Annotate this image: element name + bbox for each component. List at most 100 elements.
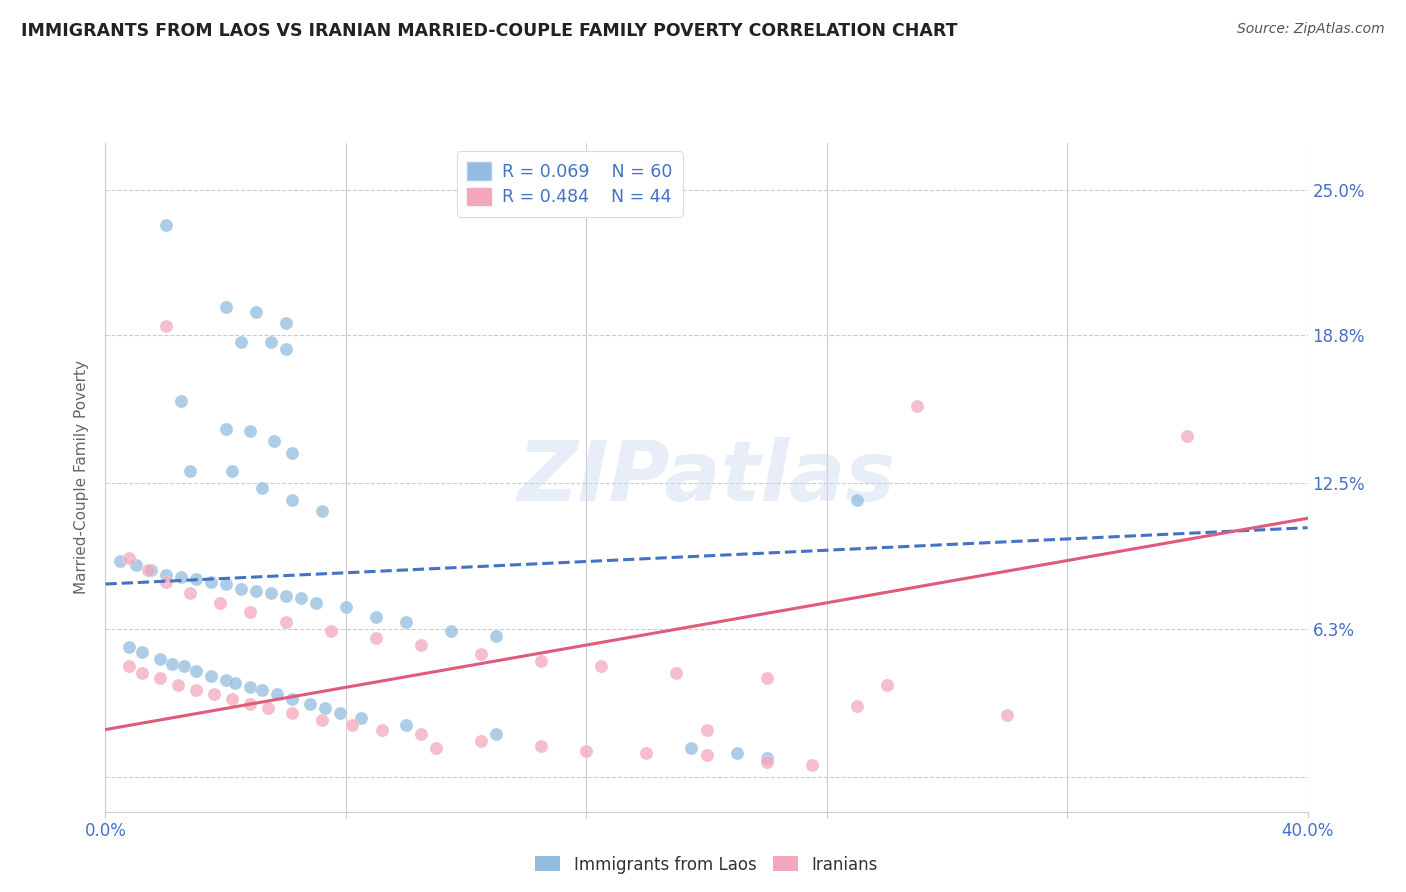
Point: [239, 697, 262, 711]
Point: [148, 652, 170, 666]
Point: [118, 659, 141, 673]
Point: [755, 756, 778, 770]
Point: [184, 682, 207, 697]
Point: [239, 425, 262, 439]
Point: [245, 304, 267, 318]
Point: [350, 711, 373, 725]
Point: [214, 577, 236, 591]
Point: [208, 596, 231, 610]
Point: [371, 723, 394, 737]
Point: [131, 645, 153, 659]
Point: [169, 393, 191, 408]
Point: [281, 492, 304, 507]
Point: [274, 317, 297, 331]
Point: [214, 422, 236, 436]
Point: [110, 553, 132, 567]
Point: [755, 750, 778, 764]
Point: [250, 481, 273, 495]
Point: [364, 610, 387, 624]
Point: [184, 572, 207, 586]
Point: [131, 666, 153, 681]
Point: [305, 596, 328, 610]
Y-axis label: Married-Couple Family Poverty: Married-Couple Family Poverty: [75, 360, 90, 594]
Point: [221, 464, 243, 478]
Point: [263, 434, 285, 448]
Point: [184, 664, 207, 678]
Point: [311, 713, 333, 727]
Point: [173, 659, 195, 673]
Point: [155, 567, 177, 582]
Point: [311, 504, 333, 518]
Point: [179, 464, 201, 478]
Point: [214, 300, 236, 314]
Point: [200, 668, 222, 682]
Point: [335, 600, 357, 615]
Point: [470, 734, 492, 748]
Point: [139, 563, 162, 577]
Point: [395, 718, 418, 732]
Point: [214, 673, 236, 688]
Text: Source: ZipAtlas.com: Source: ZipAtlas.com: [1237, 22, 1385, 37]
Point: [202, 687, 225, 701]
Point: [160, 657, 183, 671]
Point: [221, 692, 243, 706]
Point: [425, 741, 447, 756]
Point: [274, 343, 297, 357]
Point: [274, 615, 297, 629]
Point: [124, 558, 146, 573]
Text: IMMIGRANTS FROM LAOS VS IRANIAN MARRIED-COUPLE FAMILY POVERTY CORRELATION CHART: IMMIGRANTS FROM LAOS VS IRANIAN MARRIED-…: [21, 22, 957, 40]
Point: [440, 624, 463, 638]
Point: [665, 666, 688, 681]
Point: [876, 678, 898, 692]
Point: [224, 675, 246, 690]
Point: [239, 605, 262, 619]
Point: [118, 551, 141, 566]
Point: [755, 671, 778, 685]
Point: [239, 681, 262, 695]
Point: [155, 218, 177, 232]
Point: [166, 678, 188, 692]
Point: [260, 586, 283, 600]
Point: [470, 648, 492, 662]
Text: ZIPatlas: ZIPatlas: [517, 437, 896, 517]
Point: [364, 631, 387, 645]
Point: [696, 748, 718, 763]
Point: [274, 589, 297, 603]
Point: [281, 706, 304, 720]
Point: [591, 659, 613, 673]
Point: [530, 655, 553, 669]
Point: [485, 727, 508, 741]
Point: [169, 570, 191, 584]
Point: [681, 741, 703, 756]
Point: [340, 718, 363, 732]
Point: [995, 708, 1018, 723]
Point: [281, 692, 304, 706]
Point: [409, 727, 432, 741]
Point: [485, 629, 508, 643]
Point: [281, 445, 304, 459]
Point: [905, 399, 928, 413]
Point: [179, 586, 201, 600]
Point: [298, 697, 321, 711]
Point: [266, 687, 288, 701]
Legend: Immigrants from Laos, Iranians: Immigrants from Laos, Iranians: [529, 849, 884, 880]
Point: [314, 701, 336, 715]
Point: [319, 624, 342, 638]
Point: [636, 746, 658, 760]
Point: [256, 701, 278, 715]
Point: [229, 582, 252, 596]
Point: [245, 584, 267, 599]
Point: [530, 739, 553, 753]
Point: [200, 574, 222, 589]
Point: [155, 318, 177, 333]
Point: [250, 682, 273, 697]
Point: [148, 671, 170, 685]
Point: [290, 591, 312, 606]
Point: [845, 492, 868, 507]
Point: [696, 723, 718, 737]
Point: [329, 706, 352, 720]
Point: [800, 757, 823, 772]
Point: [229, 335, 252, 350]
Point: [118, 640, 141, 655]
Point: [725, 746, 748, 760]
